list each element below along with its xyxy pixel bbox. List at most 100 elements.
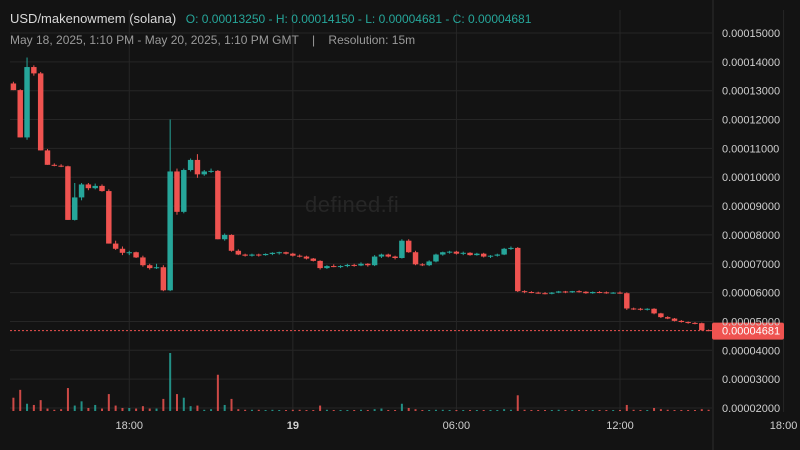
last-price-label: 0.00004681 xyxy=(722,326,780,338)
volume-bar xyxy=(73,405,76,411)
volume-bar xyxy=(475,410,478,411)
candle-body xyxy=(10,83,17,91)
volume-bar xyxy=(141,406,144,411)
candle-body xyxy=(378,254,385,257)
y-tick-label: 0.00010000 xyxy=(722,172,780,184)
y-tick-label: 0.00006000 xyxy=(722,288,780,300)
candle-body xyxy=(235,250,242,255)
chart-subheader: May 18, 2025, 1:10 PM - May 20, 2025, 1:… xyxy=(10,33,415,47)
volume-bar xyxy=(673,410,676,411)
candle-body xyxy=(317,260,323,269)
volume-bar xyxy=(394,410,397,411)
volume-bar xyxy=(591,410,594,411)
volume-bar xyxy=(653,407,656,411)
volume-bar xyxy=(462,410,465,411)
x-tick-label: 12:00 xyxy=(606,420,634,432)
candle-body xyxy=(187,159,194,171)
volume-bar xyxy=(632,409,635,411)
candle-body xyxy=(426,261,432,266)
last-price-layer: 0.00004681 xyxy=(10,322,784,340)
candle-body xyxy=(65,166,71,220)
volume-bar xyxy=(530,410,533,411)
volume-bar xyxy=(305,410,308,411)
volume-bar xyxy=(244,409,247,411)
volume-bar xyxy=(203,409,206,411)
volume-bar xyxy=(148,408,151,411)
volume-bar xyxy=(366,410,369,411)
volume-bar xyxy=(39,400,42,411)
candle-body xyxy=(72,197,78,220)
volume-bar xyxy=(544,410,547,411)
volume-bar xyxy=(612,410,615,411)
y-tick-label: 0.00009000 xyxy=(722,201,780,213)
y-tick-label: 0.00015000 xyxy=(722,28,780,40)
volume-bar xyxy=(230,398,233,411)
volume-bar xyxy=(380,408,383,411)
candle-body xyxy=(617,292,623,294)
y-tick-label: 0.00012000 xyxy=(722,115,780,127)
volume-bar xyxy=(428,410,431,411)
y-tick-label: 0.00007000 xyxy=(722,259,780,271)
candle-body xyxy=(405,240,412,253)
volume-bar xyxy=(339,410,342,411)
candle-body xyxy=(385,254,391,257)
candle-body xyxy=(637,308,644,310)
candle-body xyxy=(310,258,317,261)
volume-bar xyxy=(489,410,492,411)
volume-bar xyxy=(516,395,519,411)
y-tick-label: 0.00014000 xyxy=(722,57,780,69)
candle-body xyxy=(569,291,576,293)
date-range: May 18, 2025, 1:10 PM - May 20, 2025, 1:… xyxy=(10,33,299,47)
ohlc-values: O: 0.00013250 - H: 0.00014150 - L: 0.000… xyxy=(185,12,532,26)
volume-bar xyxy=(291,409,294,411)
volume-bar xyxy=(353,410,356,411)
last-price-tag xyxy=(712,322,784,340)
volume-bar xyxy=(469,410,472,411)
volume-bar xyxy=(264,410,267,411)
candle-body xyxy=(221,234,228,240)
volume-bar xyxy=(332,410,335,411)
candle-body xyxy=(583,291,589,294)
volume-bar xyxy=(687,410,690,411)
chart-header: USD/makenowmem (solana) O: 0.00013250 - … xyxy=(10,11,531,26)
volume-bar xyxy=(680,410,683,411)
volume-bar xyxy=(407,407,410,411)
candle-body xyxy=(112,243,119,249)
volume-bar xyxy=(216,374,219,411)
volume-layer xyxy=(12,353,710,411)
volume-bar xyxy=(19,389,22,411)
watermark: defined.fi xyxy=(305,192,400,217)
volume-bar xyxy=(564,410,567,411)
x-tick-label: 18:00 xyxy=(770,420,798,432)
volume-bar xyxy=(571,410,574,411)
candle-body xyxy=(603,292,610,294)
volume-bar xyxy=(523,409,526,411)
candle-body xyxy=(419,264,426,266)
candle-body xyxy=(365,263,371,266)
separator: | xyxy=(311,33,316,47)
candle-body xyxy=(494,254,501,256)
candle-body xyxy=(242,254,248,256)
volume-bar xyxy=(550,410,553,411)
volume-bar xyxy=(278,410,281,411)
volume-bar xyxy=(94,404,97,411)
volume-bar xyxy=(605,410,608,411)
volume-bar xyxy=(223,404,226,411)
volume-bar xyxy=(26,403,29,411)
candle-body xyxy=(515,247,521,292)
volume-bar xyxy=(210,409,213,411)
volume-bar xyxy=(237,409,240,411)
volume-bar xyxy=(537,410,540,411)
volume-bar xyxy=(285,410,288,411)
volume-bar xyxy=(12,397,15,411)
candle-body xyxy=(44,150,51,165)
volume-bar xyxy=(250,409,253,411)
y-tick-label: 0.00011000 xyxy=(722,143,779,155)
candle-body xyxy=(119,248,126,253)
volume-bar xyxy=(503,409,506,411)
candle-body xyxy=(24,67,30,138)
volume-bar xyxy=(646,410,649,411)
candle-body xyxy=(440,252,446,255)
candle-body xyxy=(358,263,364,266)
